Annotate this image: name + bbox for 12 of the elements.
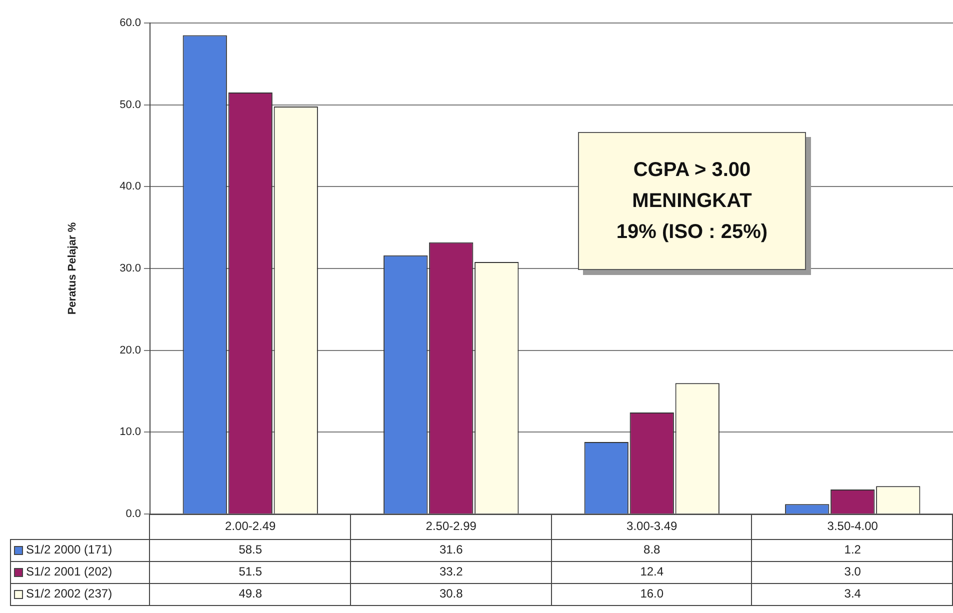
y-tick-label: 50.0 <box>120 98 141 111</box>
x-tick-label: 3.50-4.00 <box>827 518 878 533</box>
y-tick-label: 40.0 <box>120 180 141 193</box>
y-tick-label: 30.0 <box>120 262 141 275</box>
y-tick-label: 20.0 <box>120 344 141 356</box>
x-tick-label: 2.00-2.49 <box>225 518 276 533</box>
y-tick-label: 0.0 <box>126 508 141 520</box>
y-axis-title: Peratus Pelajar % <box>66 222 79 315</box>
y-tick-label: 10.0 <box>120 426 141 438</box>
x-tick-label: 2.50-2.99 <box>426 518 477 533</box>
y-tick-label: 60.0 <box>120 17 141 30</box>
x-tick-label: 3.00-3.49 <box>626 518 678 533</box>
